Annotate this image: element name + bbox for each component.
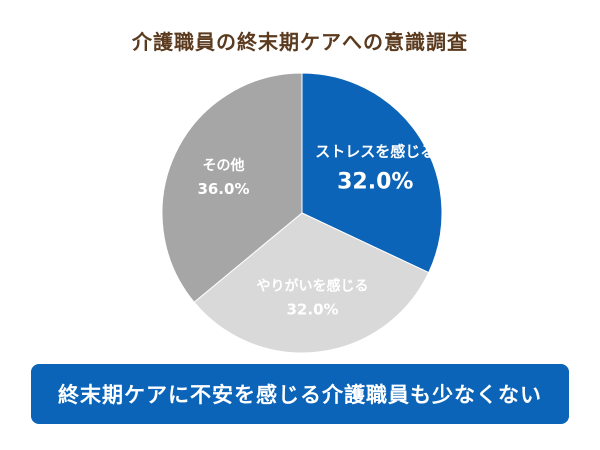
pie-slice [301, 72, 443, 274]
slice-label: ストレスを感じる [315, 142, 435, 160]
pie-slice [193, 212, 430, 354]
pie-slice [161, 72, 303, 303]
summary-banner: 終末期ケアに不安を感じる介護職員も少なくない [31, 364, 569, 424]
chart-title: 介護職員の終末期ケアへの意識調査 [132, 30, 468, 54]
slice-label: やりがいを感じる [257, 277, 369, 294]
slice-value-label: 32.0% [337, 169, 413, 194]
slice-value-label: 32.0% [287, 300, 339, 318]
slice-value-label: 36.0% [197, 180, 249, 198]
slice-label: その他 [202, 157, 244, 174]
